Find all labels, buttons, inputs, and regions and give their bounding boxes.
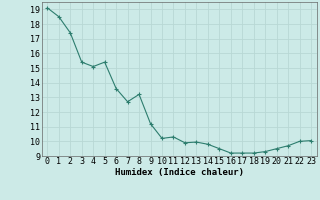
X-axis label: Humidex (Indice chaleur): Humidex (Indice chaleur) xyxy=(115,168,244,177)
